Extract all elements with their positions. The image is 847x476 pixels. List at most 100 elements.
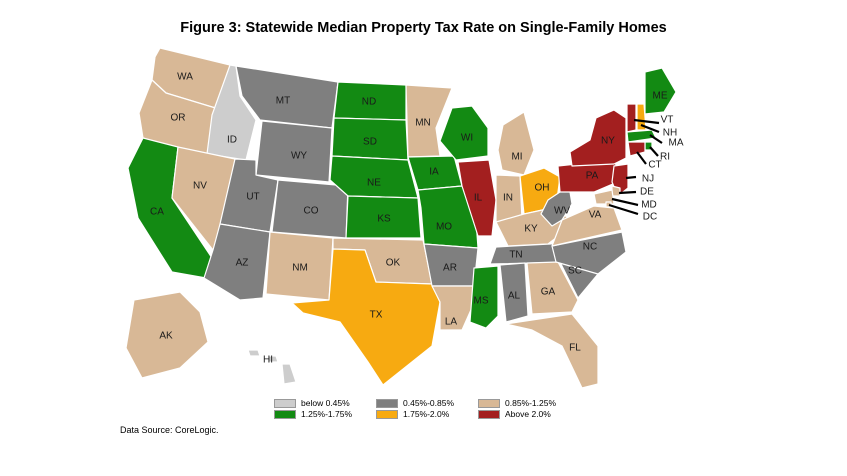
state-label-wi: WI	[461, 133, 473, 144]
state-label-id: ID	[227, 135, 237, 146]
state-label-nj: NJ	[642, 174, 654, 185]
legend-item: 1.75%-2.0%	[376, 409, 478, 419]
state-fl	[505, 313, 599, 389]
legend-item: 1.25%-1.75%	[274, 409, 376, 419]
figure-title: Figure 3: Statewide Median Property Tax …	[180, 20, 667, 36]
state-label-mi: MI	[511, 152, 522, 163]
state-label-nd: ND	[362, 97, 376, 108]
state-label-mo: MO	[436, 222, 452, 233]
state-ct	[627, 141, 646, 157]
state-label-mt: MT	[276, 96, 290, 107]
state-label-ct: CT	[648, 160, 661, 171]
state-label-ak: AK	[159, 331, 173, 342]
state-al	[499, 262, 529, 323]
state-label-nm: NM	[292, 263, 308, 274]
state-label-me: ME	[653, 91, 668, 102]
state-label-il: IL	[474, 193, 483, 204]
state-va	[551, 205, 623, 247]
state-label-al: AL	[508, 291, 521, 302]
state-label-ca: CA	[150, 207, 164, 218]
legend-swatch	[478, 409, 500, 419]
state-hi	[247, 349, 297, 385]
state-label-nh: NH	[663, 128, 677, 139]
callout-line-ri	[649, 146, 659, 157]
state-label-ks: KS	[377, 214, 391, 225]
legend: below 0.45% 0.45%-0.85% 0.85%-1.25% 1.25%-1…	[274, 398, 580, 419]
state-tx	[291, 248, 441, 386]
legend-item: 0.85%-1.25%	[478, 398, 580, 408]
legend-label: Above 2.0%	[505, 409, 551, 419]
callout-line-nh	[640, 123, 660, 134]
state-ga	[526, 261, 579, 315]
state-label-ny: NY	[601, 136, 615, 147]
state-ny	[569, 109, 627, 167]
state-label-va: VA	[589, 210, 602, 221]
state-callout-lines	[608, 118, 663, 216]
state-ms	[469, 265, 499, 329]
data-source-note: Data Source: CoreLogic.	[120, 425, 219, 435]
callout-line-de	[618, 190, 637, 195]
legend-label: 1.75%-2.0%	[403, 409, 450, 419]
state-label-sd: SD	[363, 137, 377, 148]
legend-swatch	[376, 409, 398, 419]
state-label-nv: NV	[193, 181, 207, 192]
state-label-in: IN	[503, 193, 513, 204]
legend-label: 0.45%-0.85%	[403, 398, 455, 408]
state-label-ma: MA	[669, 138, 684, 149]
state-label-ky: KY	[524, 224, 538, 235]
state-me	[644, 67, 677, 115]
state-label-ia: IA	[429, 167, 439, 178]
legend-swatch	[274, 409, 296, 419]
state-label-pa: PA	[586, 171, 599, 182]
legend-label: 1.25%-1.75%	[301, 409, 353, 419]
callout-line-ma	[649, 134, 663, 144]
state-vt	[626, 103, 637, 133]
state-label-la: LA	[445, 317, 458, 328]
state-label-dc: DC	[643, 212, 657, 223]
state-label-wa: WA	[177, 72, 193, 83]
callout-line-nj	[625, 175, 637, 180]
legend-label: below 0.45%	[301, 398, 350, 408]
state-label-wv: WV	[554, 206, 570, 217]
state-wi	[439, 105, 489, 161]
callout-line-md	[611, 197, 639, 207]
state-label-tx: TX	[370, 310, 383, 321]
state-label-co: CO	[304, 206, 319, 217]
state-ak	[125, 291, 209, 379]
legend-item: Above 2.0%	[478, 409, 580, 419]
state-label-ar: AR	[443, 263, 457, 274]
state-label-oh: OH	[535, 183, 550, 194]
state-label-tn: TN	[509, 250, 522, 261]
legend-item: below 0.45%	[274, 398, 376, 408]
state-label-sc: SC	[568, 266, 582, 277]
state-mi	[497, 111, 535, 176]
state-mn	[405, 84, 453, 158]
state-nc	[551, 231, 627, 275]
state-wy	[255, 120, 333, 183]
callout-line-ct	[636, 151, 647, 165]
state-label-de: DE	[640, 187, 654, 198]
state-label-ne: NE	[367, 178, 381, 189]
state-label-vt: VT	[661, 115, 674, 126]
state-label-wy: WY	[291, 151, 307, 162]
state-label-mn: MN	[415, 118, 431, 129]
callout-line-vt	[633, 118, 660, 125]
state-label-ok: OK	[386, 258, 401, 269]
legend-swatch	[376, 398, 398, 408]
state-label-nc: NC	[583, 242, 597, 253]
state-label-az: AZ	[236, 258, 249, 269]
state-label-ri: RI	[660, 152, 670, 163]
legend-swatch	[274, 398, 296, 408]
legend-item: 0.45%-0.85%	[376, 398, 478, 408]
state-label-ms: MS	[474, 296, 489, 307]
state-il	[457, 159, 497, 237]
state-label-ut: UT	[246, 192, 259, 203]
callout-line-dc	[608, 203, 639, 216]
state-label-or: OR	[171, 113, 186, 124]
state-md	[593, 189, 615, 205]
state-ks	[345, 195, 422, 239]
state-label-fl: FL	[569, 343, 581, 354]
state-label-hi: HI	[263, 355, 273, 366]
state-label-ga: GA	[541, 287, 556, 298]
